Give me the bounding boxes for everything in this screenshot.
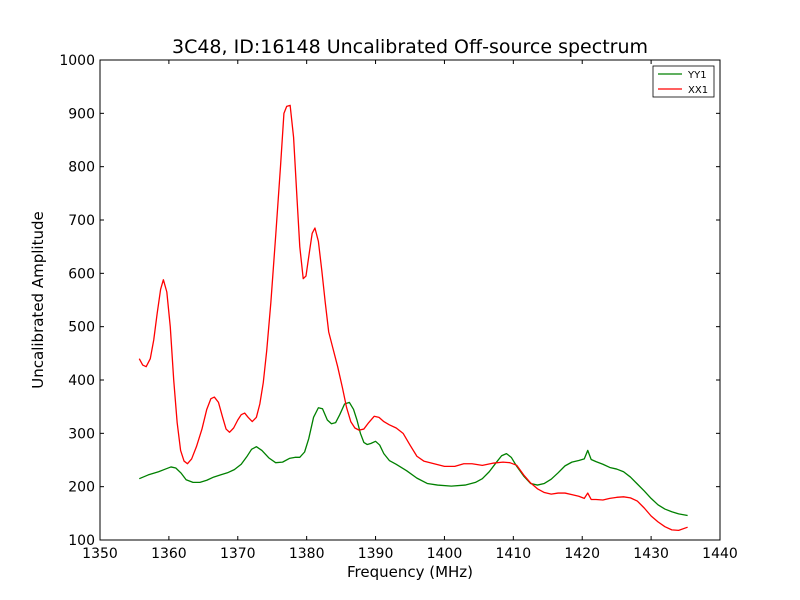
chart-title: 3C48, ID:16148 Uncalibrated Off-source s… [172,36,648,58]
x-tick-label: 1420 [564,546,600,562]
y-tick-label: 700 [68,213,95,229]
x-axis-title: Frequency (MHz) [347,563,473,581]
y-tick-label: 1000 [59,53,95,69]
x-tick-label: 1390 [358,546,394,562]
ticks-layer: 1350 1360 1370 1380 1390 1400 1410 1420 1430 1440… [59,53,737,562]
series-line-yy1 [139,401,688,517]
x-tick-label: 1370 [220,546,256,562]
y-tick-label: 900 [68,106,95,122]
series-line-xx1 [138,104,688,532]
y-tick-label: 200 [68,480,95,496]
x-tick-label: 1400 [427,546,463,562]
x-tick-label: 1440 [702,546,738,562]
legend: YY1 XX1 [652,65,715,98]
axes-frame [99,59,721,541]
x-tick-label: 1410 [496,546,532,562]
y-tick-label: 800 [68,160,95,176]
y-tick-label: 300 [68,426,95,442]
x-tick-label: 1360 [151,546,187,562]
x-tick-label: 1430 [633,546,669,562]
x-tick-label: 1350 [82,546,118,562]
legend-box [652,65,715,98]
x-tick-label: 1380 [289,546,325,562]
axes-background [100,60,720,540]
legend-label-yy1: YY1 [687,70,707,81]
legend-label-xx1: XX1 [688,85,708,96]
y-tick-label: 600 [68,266,95,282]
y-tick-label: 100 [68,533,95,549]
series-layer [138,104,688,532]
y-tick-label: 400 [68,373,95,389]
y-tick-label: 500 [68,320,95,336]
plot-area: 1350 1360 1370 1380 1390 1400 1410 1420 1430 1440… [59,53,737,562]
y-axis-title: Uncalibrated Amplitude [29,211,47,388]
